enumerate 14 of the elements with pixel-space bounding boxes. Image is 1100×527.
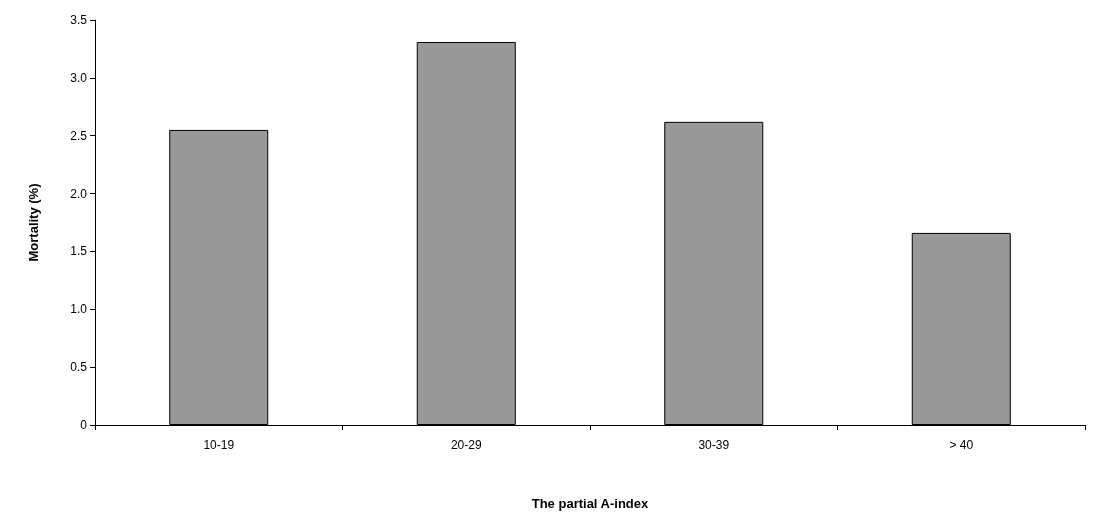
x-tick-label: 20-29: [450, 438, 482, 452]
y-axis-title: Mortality (%): [26, 183, 41, 262]
y-tick-label: 2.5: [70, 128, 88, 143]
x-axis-title: The partial A-index: [531, 496, 650, 511]
x-tick-label: > 40: [949, 438, 974, 452]
y-tick-label: 2.0: [70, 186, 88, 201]
y-tick-label: 3.0: [70, 70, 88, 85]
y-tick-label: 0: [80, 418, 88, 432]
x-tick-label: 10-19: [203, 438, 235, 452]
y-tick-label: 0.5: [70, 360, 88, 375]
x-tick-label: 30-39: [698, 438, 730, 452]
y-tick-label: 3.5: [70, 13, 88, 27]
y-tick-label: 1.5: [70, 244, 88, 259]
y-tick-label: 1.0: [70, 302, 88, 317]
